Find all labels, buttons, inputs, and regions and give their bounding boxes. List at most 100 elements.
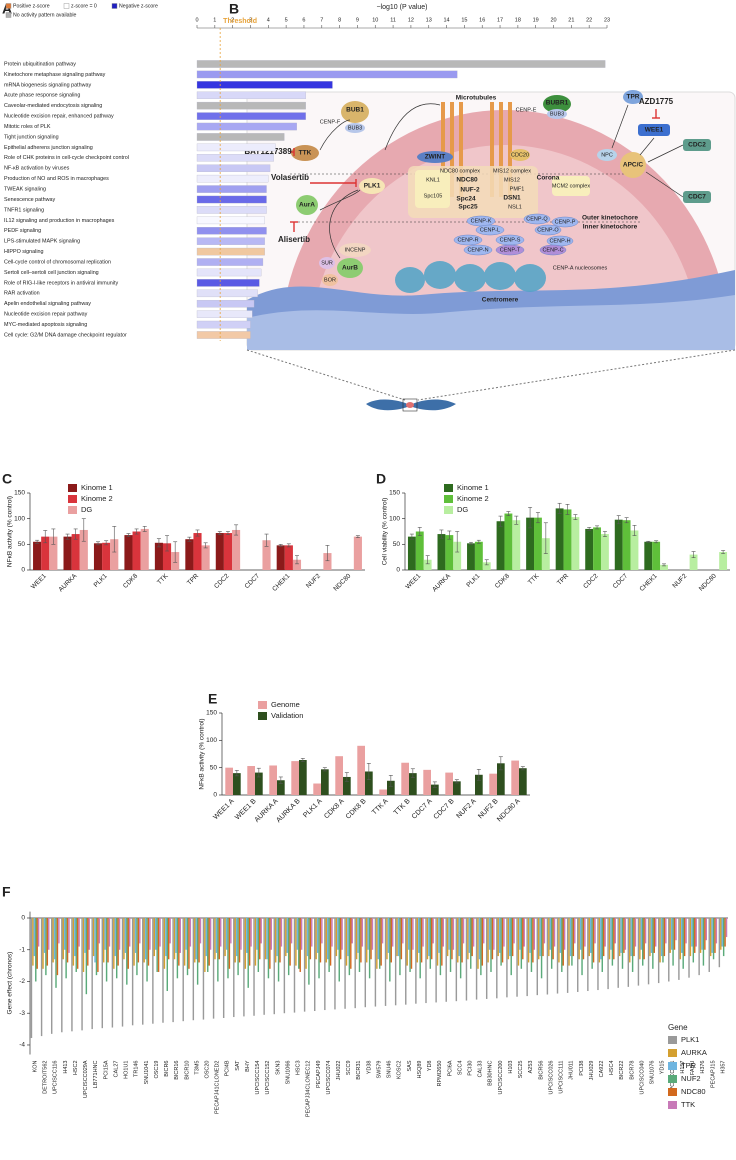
legend-label: DG [457,505,468,514]
diagram-label: TPR [627,94,640,101]
bar [238,917,241,963]
bar [166,917,168,992]
bar [196,237,265,245]
bar [662,917,664,963]
x-tick-label: HSQ89 [417,1061,423,1079]
bar [600,917,602,960]
bar [175,917,177,953]
bar [355,917,358,960]
bar [652,541,661,570]
x-tick-label: LB771HNC [93,1060,99,1088]
bar [63,917,66,950]
diagram-label: PLK1 [364,183,381,190]
bar [401,762,409,795]
x-tick-label: 0 [195,17,198,23]
bar [614,519,623,570]
arrows [319,103,684,259]
bar [467,917,469,960]
x-tick-label: NUF2 [305,572,322,589]
bar [289,917,291,966]
error-bar [355,535,360,538]
bar [215,917,218,953]
legend-label: NUF2 [681,1074,701,1083]
bar [721,917,723,947]
x-tick-label: HSC2 [73,1061,79,1076]
error-bar [366,762,371,780]
x-tick-label: CDC7 [244,572,262,590]
apcc-shape [620,152,646,178]
x-tick-label: SNU46 [387,1061,393,1079]
bar [630,917,632,957]
bar [43,917,46,953]
cdc7-shape [683,191,711,203]
bar [692,917,695,963]
y-tick-label: HIPPO signaling [4,249,44,255]
bar [256,917,258,950]
bar [367,917,369,950]
bar [657,917,660,984]
x-tick-label: 21 [568,17,574,23]
bar [389,917,391,982]
bar [32,917,34,966]
x-tick-label: 5 [285,17,288,23]
bar [167,917,170,960]
bar [250,917,252,947]
bar [264,917,267,960]
bar [338,917,340,982]
y-tick-label: Apelin endothelial signaling pathway [4,301,91,307]
bar [600,534,609,570]
legend-swatch [668,1101,677,1109]
bar [516,917,518,997]
x-tick-label: WEE1 [30,572,48,590]
error-bar [662,563,667,567]
bar [303,917,306,1012]
y-tick-label: -1 [19,946,25,953]
bar [629,917,631,963]
x-tick-label: WEE1 [404,572,422,590]
bar [379,917,381,969]
bar [328,917,330,972]
bar [412,917,414,950]
x-tick-label: SW579 [376,1061,382,1079]
error-bar [165,535,170,552]
bub3-shape [547,109,567,119]
bar [386,917,388,960]
bar [675,917,677,941]
bar [79,529,88,570]
bar [185,539,194,570]
y-tick-label: IL12 signaling and production in macroph… [4,218,115,224]
bar [702,917,705,966]
y-tick-label: Sertoli cell–sertoli cell junction signa… [4,270,99,276]
error-bar [81,518,86,542]
bar [208,917,210,966]
y-tick-label: PEDF signaling [4,228,41,234]
bar [541,538,550,570]
bar [534,517,542,570]
bar [399,917,401,976]
x-tick-label: CA922 [599,1061,605,1078]
bar [459,917,462,979]
x-tick-label: PLK1 [93,572,109,588]
bar [93,543,103,570]
bar [323,553,332,570]
bar [279,917,281,963]
bar [124,535,133,570]
bar [225,917,228,950]
diagram-label: CENP-T [500,247,521,253]
bar [631,917,634,972]
bar [58,917,60,944]
bar [254,917,257,966]
error-bar [691,551,696,558]
bar [117,917,119,966]
legend-swatch [258,712,267,720]
x-tick-label: 9 [356,17,359,23]
bar [179,917,181,953]
y-tick-label: Kinetochore metaphase signaling pathway [4,72,106,78]
bar [290,917,293,944]
bar [127,917,129,969]
bar [396,917,398,957]
x-axis-label: −log10 (P value) [376,4,427,11]
bar [519,768,527,795]
diagram-label: CENP-A nucleosomes [553,265,608,271]
bar [668,917,670,982]
